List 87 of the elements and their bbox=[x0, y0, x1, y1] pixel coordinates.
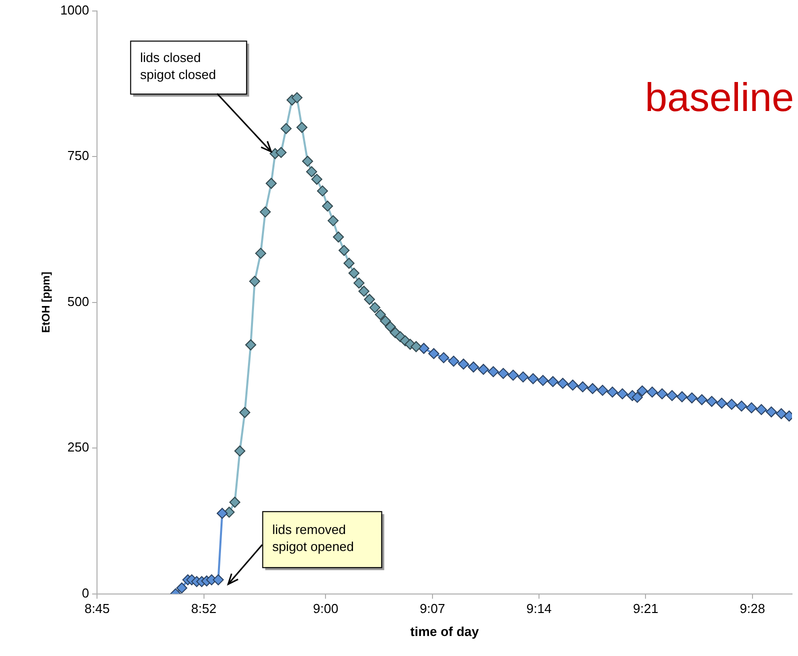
point bbox=[266, 178, 277, 189]
point bbox=[280, 123, 292, 134]
point bbox=[428, 348, 440, 360]
point bbox=[676, 391, 688, 402]
point bbox=[332, 232, 344, 243]
point bbox=[716, 398, 728, 409]
point bbox=[656, 388, 668, 400]
point bbox=[646, 386, 658, 398]
point bbox=[260, 206, 271, 218]
point bbox=[239, 406, 250, 418]
point bbox=[606, 386, 618, 398]
x-tick-label: 9:00 bbox=[313, 601, 338, 616]
point bbox=[364, 294, 375, 305]
point bbox=[328, 215, 339, 226]
point bbox=[306, 166, 318, 178]
point bbox=[418, 342, 430, 354]
point bbox=[776, 408, 787, 420]
annotation: baseline bbox=[644, 76, 794, 120]
y-tick-label: 250 bbox=[67, 440, 90, 455]
annotation: lids closed spigot closed bbox=[140, 50, 216, 82]
point bbox=[458, 358, 469, 370]
y-axis-title: EtOH [ppm] bbox=[40, 271, 53, 333]
point bbox=[528, 373, 539, 384]
point bbox=[766, 406, 777, 418]
point bbox=[338, 244, 350, 256]
point bbox=[291, 92, 302, 104]
point bbox=[276, 146, 287, 158]
point bbox=[348, 268, 360, 279]
point bbox=[353, 278, 364, 289]
annotation: lids removed spigot opened bbox=[272, 522, 354, 554]
point bbox=[636, 385, 648, 396]
point bbox=[438, 352, 450, 364]
point bbox=[322, 200, 334, 212]
y-tick-label: 1000 bbox=[60, 2, 90, 18]
point bbox=[255, 248, 266, 259]
x-tick-label: 9:28 bbox=[740, 601, 766, 616]
point bbox=[547, 376, 558, 388]
point bbox=[632, 392, 643, 403]
point bbox=[696, 394, 708, 406]
x-tick-label: 8:45 bbox=[84, 601, 110, 616]
point bbox=[686, 392, 698, 404]
x-tick-label: 9:07 bbox=[420, 601, 446, 616]
point bbox=[216, 508, 228, 519]
point bbox=[478, 364, 489, 375]
x-tick-label: 9:14 bbox=[526, 601, 552, 616]
y-tick-label: 500 bbox=[67, 294, 90, 309]
point bbox=[616, 388, 628, 400]
point bbox=[587, 383, 598, 394]
point bbox=[508, 370, 519, 381]
point bbox=[358, 286, 370, 297]
point bbox=[597, 384, 608, 396]
point bbox=[317, 185, 328, 196]
point bbox=[384, 321, 396, 332]
point bbox=[736, 400, 748, 412]
point bbox=[746, 402, 757, 414]
point bbox=[176, 582, 188, 594]
point bbox=[311, 174, 322, 185]
point bbox=[468, 362, 479, 373]
point bbox=[488, 366, 499, 378]
point bbox=[577, 381, 588, 392]
point bbox=[245, 339, 256, 350]
x-tick-label: 8:52 bbox=[191, 601, 216, 616]
point bbox=[756, 404, 767, 416]
point bbox=[249, 276, 260, 287]
point bbox=[666, 390, 678, 402]
point bbox=[726, 398, 738, 410]
point bbox=[344, 258, 355, 269]
point bbox=[302, 156, 314, 167]
point bbox=[518, 371, 529, 382]
point bbox=[706, 396, 718, 407]
point bbox=[567, 380, 578, 391]
point bbox=[234, 445, 246, 456]
point bbox=[369, 302, 380, 314]
point bbox=[229, 496, 240, 508]
point bbox=[212, 574, 224, 586]
x-axis-title: time of day bbox=[410, 624, 480, 639]
y-tick-label: 0 bbox=[82, 585, 90, 600]
x-tick-label: 9:21 bbox=[633, 601, 658, 616]
point bbox=[498, 368, 509, 379]
point bbox=[557, 378, 568, 389]
point bbox=[374, 309, 386, 320]
point bbox=[410, 341, 422, 352]
point bbox=[537, 374, 548, 386]
point bbox=[380, 315, 391, 326]
y-tick-label: 750 bbox=[67, 148, 90, 164]
point bbox=[448, 356, 460, 367]
point bbox=[296, 122, 308, 133]
